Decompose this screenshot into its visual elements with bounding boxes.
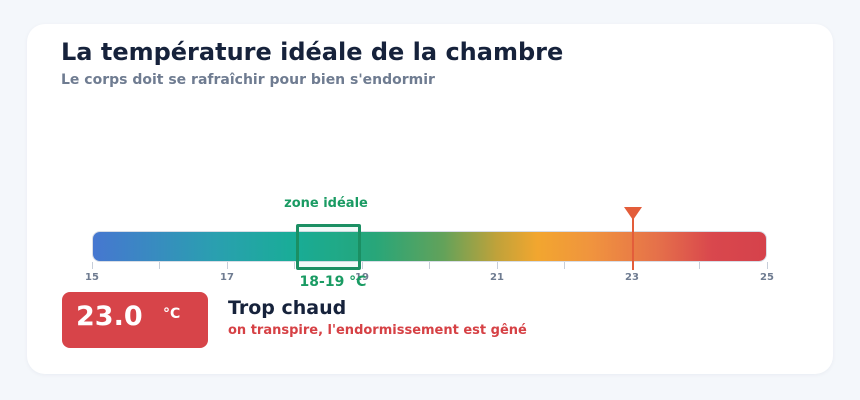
temperature-value: 23.0 <box>76 301 143 332</box>
temperature-gradient-bar <box>92 231 767 262</box>
scale-tick <box>564 262 565 269</box>
scale-tick <box>361 262 363 269</box>
scale-tick-label: 23 <box>625 272 639 283</box>
ideal-zone-highlight <box>296 224 361 270</box>
temperature-badge: 23.0 °C <box>62 292 208 348</box>
status-title: Trop chaud <box>228 297 347 319</box>
scale-tick-label: 21 <box>490 272 504 283</box>
temperature-unit: °C <box>163 306 181 322</box>
ideal-zone-range: 18-19 °C <box>299 274 367 290</box>
scale-tick <box>91 262 93 269</box>
scale-tick <box>699 262 700 269</box>
scale-tick-label: 25 <box>760 272 774 283</box>
current-temperature-marker-line <box>632 214 634 270</box>
scale-tick <box>226 262 228 269</box>
current-temperature-marker-icon <box>624 207 642 220</box>
ideal-zone-label: zone idéale <box>284 196 368 211</box>
page-subtitle: Le corps doit se rafraîchir pour bien s'… <box>61 72 435 88</box>
scale-tick <box>766 262 768 269</box>
scale-tick-label: 15 <box>85 272 99 283</box>
scale-tick-label: 19 <box>355 272 369 283</box>
scale-tick <box>294 262 295 269</box>
scale-tick-label: 17 <box>220 272 234 283</box>
status-description: on transpire, l'endormissement est gêné <box>228 323 527 338</box>
scale-tick <box>159 262 160 269</box>
scale-tick <box>429 262 430 269</box>
scale-tick <box>496 262 498 269</box>
page-title: La température idéale de la chambre <box>61 38 564 66</box>
